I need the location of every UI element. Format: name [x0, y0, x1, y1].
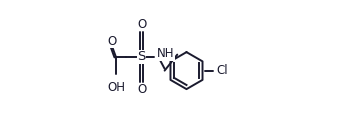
Text: S: S	[137, 50, 146, 63]
Text: Cl: Cl	[216, 64, 228, 77]
Text: O: O	[137, 83, 146, 96]
Text: O: O	[137, 18, 146, 31]
Text: OH: OH	[107, 81, 125, 94]
Text: O: O	[108, 35, 117, 48]
Text: NH: NH	[156, 47, 174, 60]
